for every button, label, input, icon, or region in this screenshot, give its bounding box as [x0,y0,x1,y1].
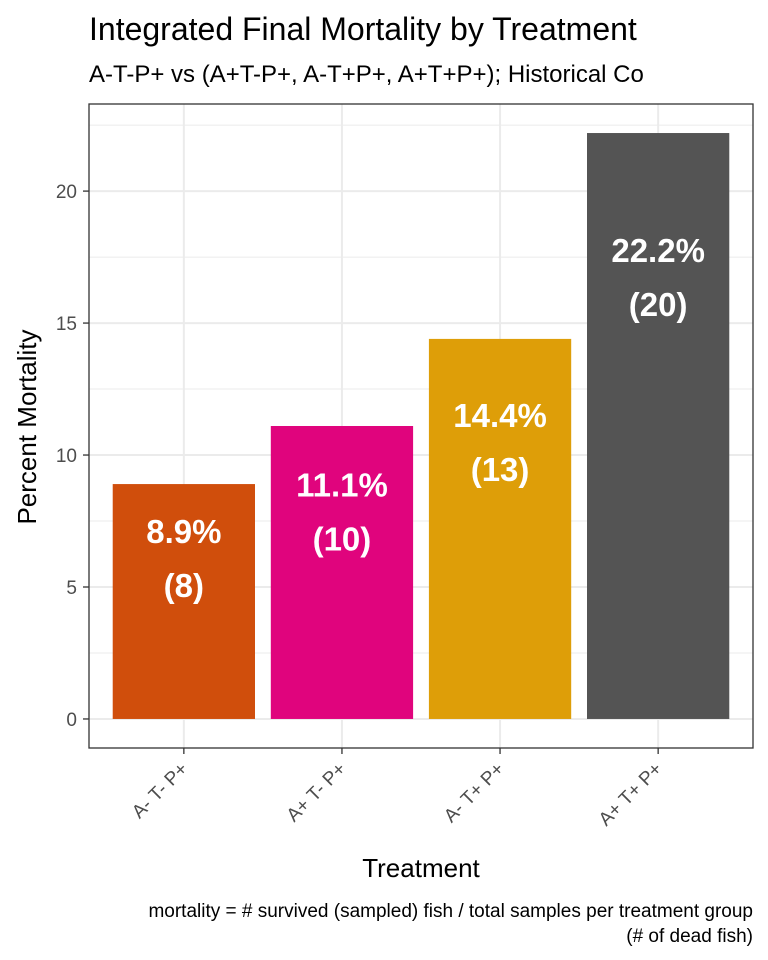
y-tick-label: 20 [56,182,77,203]
bar [428,338,572,719]
bar-labels: 8.9% (8) 11.1% (10) 14.4% (13) 22.2% (20) [146,232,705,604]
x-axis-title: Treatment [362,853,480,883]
x-tick-label: A- T+ P+ [440,759,508,827]
x-tick-label: A+ T+ P+ [595,759,667,831]
y-tick-label: 15 [56,314,77,335]
x-tick-label: A- T- P+ [128,759,192,823]
bar-percent-label: 22.2% [611,232,705,269]
bar-count-label: (8) [164,567,204,604]
bar-count-label: (13) [471,451,530,488]
bar [270,426,414,719]
x-tick-label: A+ T- P+ [283,759,351,827]
y-axis: 0 5 10 15 20 [56,182,89,731]
bar-percent-label: 14.4% [453,397,547,434]
chart-title: Integrated Final Mortality by Treatment [89,11,637,47]
caption-line-1: mortality = # survived (sampled) fish / … [148,901,753,922]
bar-count-label: (10) [313,521,372,558]
y-tick-label: 0 [66,710,77,731]
y-tick-label: 5 [66,578,77,599]
chart-subtitle: A-T-P+ vs (A+T-P+, A-T+P+, A+T+P+); Hist… [89,61,644,88]
bar [112,484,255,719]
bar-percent-label: 11.1% [296,467,388,504]
bar-count-label: (20) [629,286,688,323]
bar-percent-label: 8.9% [146,513,221,550]
caption-line-2: (# of dead fish) [626,926,753,947]
x-axis: A- T- P+ A+ T- P+ A- T+ P+ A+ T+ P+ [128,748,667,830]
y-tick-label: 10 [56,446,77,467]
bar [587,133,730,719]
panel-border [88,103,754,749]
bars [112,133,730,719]
y-axis-title: Percent Mortality [12,329,42,524]
